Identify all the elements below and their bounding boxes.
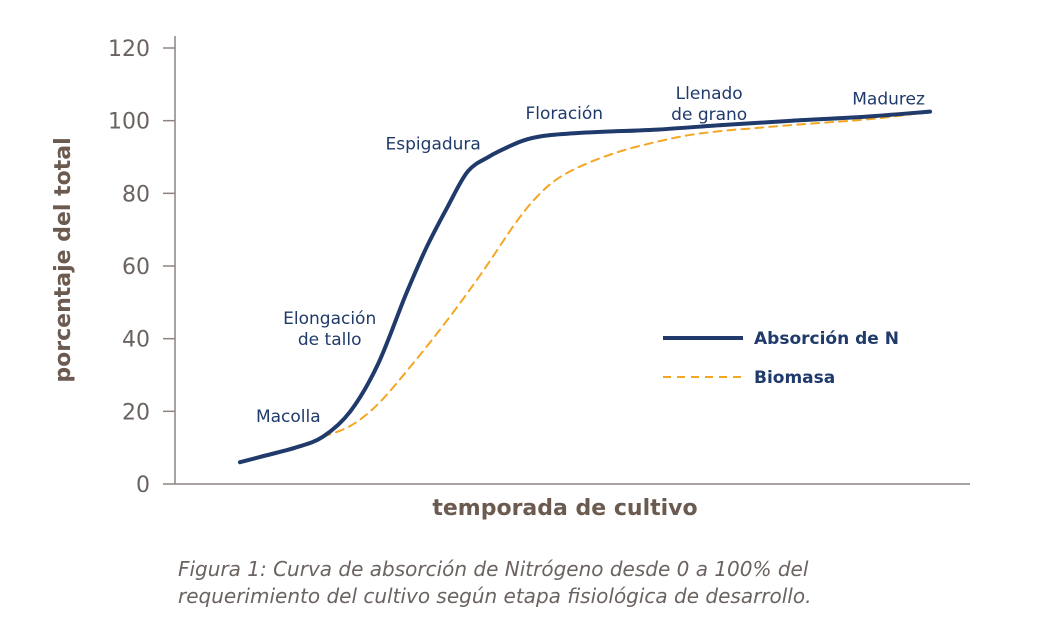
stage-annotation-line: de tallo: [298, 330, 362, 350]
stage-annotation-line: de grano: [671, 105, 747, 125]
series-line-absorcion-n: [238, 109, 932, 465]
caption-line-2: requerimiento del cultivo según etapa fi…: [178, 584, 812, 608]
y-tick-label: 0: [136, 473, 150, 498]
y-tick-label: 20: [122, 400, 150, 425]
y-axis-title: porcentaje del total: [51, 137, 76, 382]
stage-annotation: Espigadura: [386, 135, 481, 155]
stage-annotation: Macolla: [256, 407, 321, 427]
stage-annotation-line: Madurez: [852, 89, 925, 109]
y-ticks: 0 20 40 60 80 100 120: [108, 37, 175, 498]
stage-annotation-line: Floración: [526, 104, 604, 124]
series: [238, 109, 932, 465]
y-tick-label: 100: [108, 110, 150, 135]
stage-annotations: Macolla Elongación de tallo Espigadura Flora…: [256, 84, 925, 427]
figure-caption: Figura 1: Curva de absorción de Nitrógen…: [178, 556, 998, 610]
y-tick-label: 40: [122, 328, 150, 353]
stage-annotation-line: Llenado: [676, 84, 743, 104]
y-tick-label: 120: [108, 37, 150, 62]
stage-annotation: Madurez: [852, 89, 925, 109]
x-axis-title: temporada de cultivo: [432, 496, 697, 521]
stage-annotation-line: Macolla: [256, 407, 321, 427]
stage-annotation: Elongación de tallo: [283, 309, 376, 350]
stage-annotation: Floración: [526, 104, 604, 124]
y-tick-label: 80: [122, 182, 150, 207]
y-tick-label: 60: [122, 255, 150, 280]
nitrogen-absorption-chart: 0 20 40 60 80 100 120 porcentaje del total tem…: [51, 36, 970, 521]
legend-label-absorcion: Absorción de N: [754, 329, 899, 349]
caption-line-1: Figura 1: Curva de absorción de Nitrógen…: [178, 557, 809, 581]
axes: [174, 36, 970, 485]
legend: Absorción de N Biomasa: [663, 329, 899, 388]
stage-annotation-line: Elongación: [283, 309, 376, 329]
stage-annotation-line: Espigadura: [386, 135, 481, 155]
stage-annotation: Llenado de grano: [671, 84, 747, 125]
legend-label-biomasa: Biomasa: [754, 368, 835, 388]
